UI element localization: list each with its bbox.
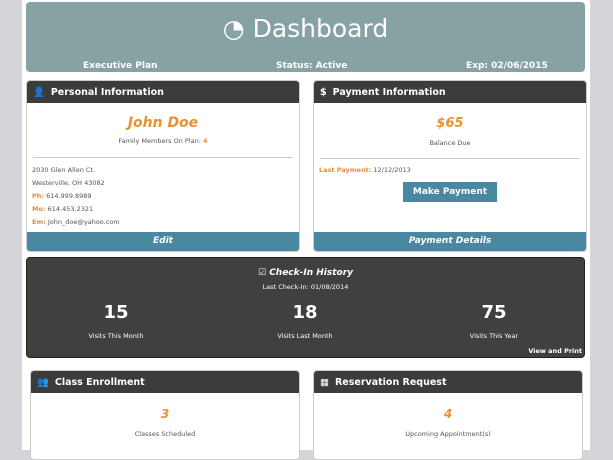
- plan-name: Executive Plan: [83, 61, 158, 71]
- dashboard-header: ◔ Dashboard Executive Plan Status: Activ…: [26, 2, 585, 72]
- check-in-history-panel: ☑ Check-In History Last Check-In: 01/08/…: [26, 257, 585, 358]
- last-check-in: Last Check-In: 01/08/2014: [262, 283, 349, 291]
- email-link[interactable]: John_doe@yahoo.com: [47, 218, 120, 226]
- view-and-print-link[interactable]: View and Print: [528, 347, 582, 355]
- expiration: Exp: 02/06/2015: [466, 61, 548, 71]
- stat-visits-last-month: 18 Visits Last Month: [277, 302, 333, 340]
- checkbox-icon: ☑: [257, 268, 267, 278]
- payment-information-card: $ Payment Information $65 Balance Due Las…: [313, 80, 587, 252]
- personal-information-card: 👤 Personal Information John Doe Family Me…: [26, 80, 300, 252]
- edit-button[interactable]: Edit: [27, 232, 299, 251]
- status: Status: Active: [276, 61, 348, 71]
- make-payment-button[interactable]: Make Payment: [402, 182, 498, 202]
- reservation-request-card: ▦ Reservation Request 4 Upcoming Appointm…: [313, 370, 583, 460]
- member-name: John Doe: [127, 115, 199, 131]
- class-enrollment-card: 👥 Class Enrollment 3 Classes Scheduled: [30, 370, 300, 460]
- group-icon: 👥: [37, 376, 49, 388]
- payment-details-button[interactable]: Payment Details: [314, 232, 586, 251]
- amount-due: $65: [436, 116, 464, 131]
- page: ◔ Dashboard Executive Plan Status: Activ…: [22, 0, 590, 460]
- dashboard-gauge-icon: ◔: [222, 14, 245, 43]
- stat-visits-this-month: 15 Visits This Month: [88, 302, 144, 340]
- dollar-icon: $: [320, 86, 327, 98]
- stat-visits-this-year: 75 Visits This Year: [469, 302, 519, 340]
- user-icon: 👤: [33, 86, 45, 98]
- page-title: ◔ Dashboard: [222, 14, 389, 43]
- family-count: 4: [203, 137, 208, 145]
- calendar-icon: ▦: [320, 376, 329, 388]
